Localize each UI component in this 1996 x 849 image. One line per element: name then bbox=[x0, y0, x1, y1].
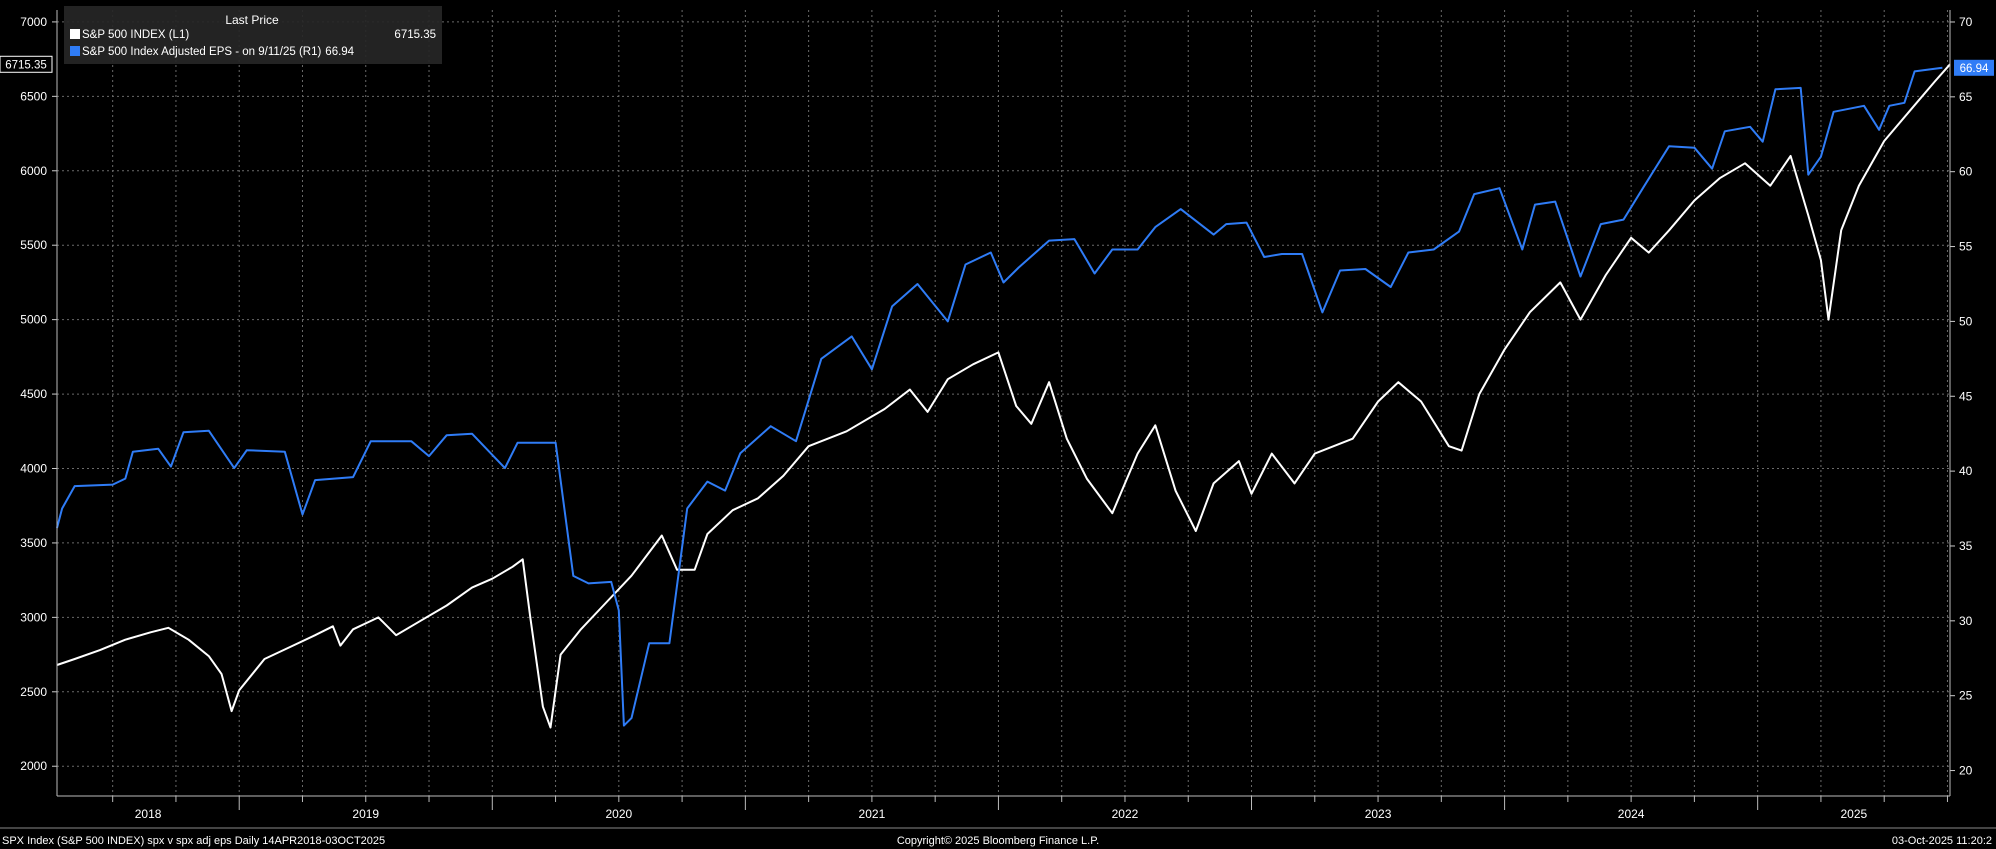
left-axis-tick-label: 7000 bbox=[20, 15, 47, 29]
right-axis-tick-label: 60 bbox=[1959, 165, 1973, 179]
x-axis-tick-label: 2024 bbox=[1618, 807, 1645, 821]
left-axis-tick-label: 6500 bbox=[20, 89, 47, 103]
x-axis-tick-label: 2022 bbox=[1112, 807, 1139, 821]
x-axis-tick-label: 2023 bbox=[1365, 807, 1392, 821]
right-axis-tick-label: 65 bbox=[1959, 90, 1973, 104]
right-last-value-tag bbox=[1954, 59, 1994, 76]
legend-item-value: 66.94 bbox=[325, 46, 354, 58]
legend-swatch bbox=[70, 46, 80, 56]
right-axis-tick-label: 45 bbox=[1959, 389, 1973, 403]
right-axis-tick-label: 20 bbox=[1959, 764, 1973, 778]
legend: Last Price S&P 500 INDEX (L1) 6715.35 S&P 5… bbox=[64, 6, 442, 64]
axes: 2000 2500 3000 3500 4000 4500 5000 5500 6000 6500… bbox=[0, 10, 1996, 829]
left-axis-tick-label: 4500 bbox=[20, 387, 47, 401]
footer-source-label: SPX Index (S&P 500 INDEX) spx v spx adj … bbox=[2, 835, 386, 847]
left-axis-tick-label: 4000 bbox=[20, 462, 47, 476]
series-lines bbox=[56, 63, 1951, 729]
footer-timestamp: 03-Oct-2025 11:20:2 bbox=[1891, 835, 1992, 847]
left-axis-tick-label: 6000 bbox=[20, 164, 47, 178]
left-last-value-label: 6715.35 bbox=[5, 59, 47, 71]
left-axis-tick-label: 2500 bbox=[20, 685, 47, 699]
footer-copyright: Copyright© 2025 Bloomberg Finance L.P. bbox=[896, 835, 1100, 847]
legend-swatch bbox=[70, 29, 80, 39]
x-axis-tick-label: 2021 bbox=[859, 807, 886, 821]
left-axis-tick-label: 2000 bbox=[20, 759, 47, 773]
right-last-value-label: 66.94 bbox=[1960, 63, 1989, 75]
x-axis-tick-label: 2019 bbox=[352, 807, 379, 821]
right-axis-tick-label: 35 bbox=[1959, 539, 1973, 553]
x-axis-tick-label: 2020 bbox=[605, 807, 632, 821]
left-axis-tick-label: 3500 bbox=[20, 536, 47, 550]
right-axis-tick-label: 30 bbox=[1959, 614, 1973, 628]
right-axis-tick-label: 70 bbox=[1959, 15, 1973, 29]
spx-index-line bbox=[56, 63, 1951, 729]
right-axis-tick-label: 40 bbox=[1959, 464, 1973, 478]
legend-box bbox=[64, 6, 442, 64]
right-axis-tick-label: 55 bbox=[1959, 240, 1973, 254]
legend-item-value: 6715.35 bbox=[394, 29, 436, 41]
left-axis-tick-label: 5000 bbox=[20, 313, 47, 327]
adjusted-eps-line bbox=[56, 66, 1943, 727]
grid-lines bbox=[57, 10, 1950, 796]
right-axis-tick-label: 50 bbox=[1959, 314, 1973, 328]
x-axis-tick-label: 2025 bbox=[1840, 807, 1867, 821]
legend-item-label: S&P 500 INDEX (L1) bbox=[82, 29, 189, 41]
right-axis-tick-label: 25 bbox=[1959, 689, 1973, 703]
left-axis-tick-label: 3000 bbox=[20, 610, 47, 624]
legend-item-label: S&P 500 Index Adjusted EPS - on 9/11/25 … bbox=[82, 46, 321, 58]
left-last-value-tag bbox=[0, 55, 53, 73]
x-axis-tick-label: 2018 bbox=[135, 807, 162, 821]
legend-header: Last Price bbox=[225, 13, 279, 27]
left-axis-tick-label: 5500 bbox=[20, 238, 47, 252]
